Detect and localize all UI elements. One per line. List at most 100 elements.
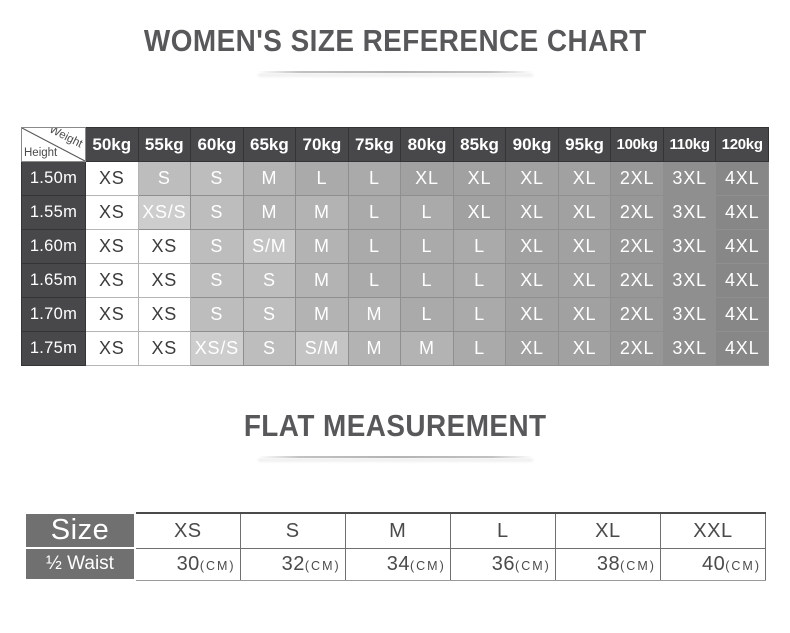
weight-header-50kg: 50kg [85, 127, 139, 163]
size-cell: L [452, 331, 507, 367]
size-cell: S [190, 297, 244, 333]
size-cell: L [452, 229, 507, 265]
size-cell: XL [557, 195, 612, 231]
size-cell: M [295, 263, 349, 299]
waist-value: 32 [281, 552, 305, 575]
size-cell: 4XL [715, 161, 769, 197]
height-header-1.65m: 1.65m [21, 263, 86, 299]
size-cell: S/M [295, 331, 349, 367]
flat-waist-cell: 30(CM) [134, 547, 241, 581]
size-cell: XL [452, 161, 507, 197]
weight-header-65kg: 65kg [242, 127, 297, 163]
waist-value: 34 [386, 552, 410, 575]
size-cell: S [190, 161, 244, 197]
size-cell: XL [557, 297, 612, 333]
flat-waist-row-header: ½ Waist [24, 547, 136, 582]
weight-header-55kg: 55kg [137, 127, 192, 163]
flat-size-cell-XL: XL [554, 512, 661, 549]
height-header-1.70m: 1.70m [21, 297, 86, 333]
height-header-1.55m: 1.55m [21, 195, 86, 231]
waist-value: 36 [491, 552, 516, 575]
size-cell: XL [505, 331, 559, 367]
weight-header-row: Weight Height 50kg 55kg 60kg 65kg 70kg 75kg 80… [21, 127, 769, 163]
waist-unit: (CM) [620, 558, 656, 573]
size-cell: XS/S [190, 331, 244, 367]
size-row-1.70m: 1.70m XS XS S S M M L L XL XL 2XL 3XL 4XL [21, 297, 769, 333]
flat-waist-cell: 34(CM) [344, 547, 451, 581]
size-cell: XS [137, 229, 192, 265]
size-row-1.75m: 1.75m XS XS XS/S S S/M M M L XL XL 2XL 3XL 4XL [21, 331, 769, 367]
weight-header-95kg: 95kg [557, 127, 612, 163]
size-cell: 4XL [715, 195, 769, 231]
size-cell: M [400, 331, 454, 367]
size-cell: S [190, 229, 244, 265]
size-cell: XL [505, 263, 559, 299]
size-cell: XS [85, 161, 139, 197]
size-cell: M [295, 229, 349, 265]
corner-height-label: Height [24, 147, 58, 160]
size-cell: M [347, 331, 402, 367]
size-cell: XL [505, 195, 559, 231]
size-cell: M [347, 297, 402, 333]
size-cell: S [137, 161, 192, 197]
height-header-1.75m: 1.75m [21, 331, 86, 367]
size-cell: XS [85, 263, 139, 299]
weight-header-110kg: 110kg [662, 127, 717, 163]
weight-header-90kg: 90kg [505, 127, 559, 163]
size-cell: XS [137, 263, 192, 299]
flat-waist-cell: 32(CM) [239, 547, 346, 581]
size-cell: 3XL [662, 229, 717, 265]
waist-unit: (CM) [199, 558, 236, 573]
size-cell: L [400, 297, 454, 333]
waist-unit: (CM) [515, 558, 551, 573]
weight-header-85kg: 85kg [452, 127, 507, 163]
size-row-1.50m: 1.50m XS S S M L L XL XL XL XL 2XL 3XL 4XL [21, 161, 769, 197]
size-cell: 4XL [715, 297, 769, 333]
size-cell: S/M [242, 229, 297, 265]
flat-waist-row: ½ Waist 30(CM) 32(CM) 34(CM) 36(CM) 38(CM) 40… [24, 547, 767, 582]
size-cell: L [347, 263, 402, 299]
flat-waist-cell: 36(CM) [449, 547, 556, 581]
size-cell: 2XL [610, 195, 664, 231]
flat-size-cell-XXL: XXL [659, 512, 767, 549]
size-cell: 3XL [662, 195, 717, 231]
size-cell: 2XL [610, 161, 664, 197]
size-cell: XS [137, 297, 192, 333]
size-cell: XS [137, 331, 192, 367]
flat-size-row: Size XS S M L XL XXL [24, 512, 767, 550]
weight-header-120kg: 120kg [715, 127, 769, 163]
size-cell: L [295, 161, 349, 197]
size-cell: M [242, 195, 297, 231]
size-cell: 4XL [715, 263, 769, 299]
size-cell: 3XL [662, 297, 717, 333]
size-cell: 3XL [662, 161, 717, 197]
size-cell: XL [557, 161, 612, 197]
size-row-1.65m: 1.65m XS XS S S M L L L XL XL 2XL 3XL 4XL [21, 263, 769, 299]
weight-header-70kg: 70kg [295, 127, 349, 163]
size-cell: XS [85, 195, 139, 231]
size-cell: L [347, 229, 402, 265]
size-cell: 2XL [610, 297, 664, 333]
size-cell: L [400, 229, 454, 265]
size-cell: L [400, 195, 454, 231]
size-cell: 2XL [610, 229, 664, 265]
size-cell: XS/S [137, 195, 192, 231]
waist-value: 40 [701, 552, 726, 575]
main-title: WOMEN'S SIZE REFERENCE CHART [0, 0, 790, 58]
main-title-text: WOMEN'S SIZE REFERENCE CHART [143, 23, 647, 58]
weight-header-75kg: 75kg [347, 127, 402, 163]
flat-measurement-title-text: FLAT MEASUREMENT [243, 408, 547, 444]
size-cell: S [242, 263, 297, 299]
flat-waist-cell: 38(CM) [554, 547, 661, 581]
size-cell: 4XL [715, 331, 769, 367]
size-cell: L [400, 263, 454, 299]
size-cell: XL [505, 161, 559, 197]
size-cell: 3XL [662, 263, 717, 299]
waist-unit: (CM) [725, 558, 761, 573]
size-cell: M [295, 195, 349, 231]
waist-unit: (CM) [304, 558, 341, 573]
size-cell: XL [505, 297, 559, 333]
size-cell: XL [557, 263, 612, 299]
flat-size-row-header: Size [24, 512, 136, 550]
